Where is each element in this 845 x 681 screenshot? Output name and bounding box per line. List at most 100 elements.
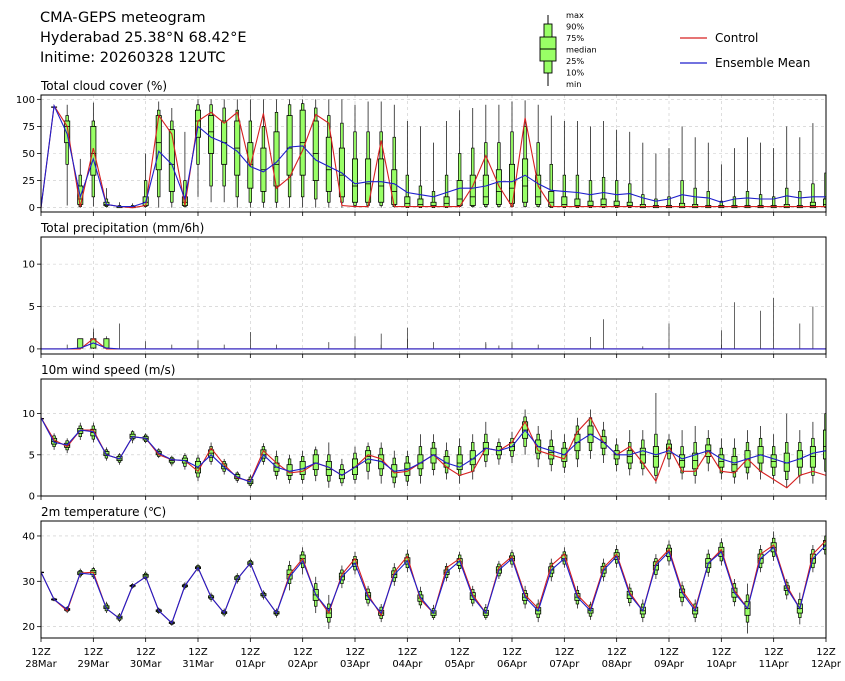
ensemble-mean-line	[41, 544, 826, 624]
legend-label-ensemble-mean: Ensemble Mean	[715, 56, 810, 70]
box-inner	[679, 454, 686, 468]
box-inner	[312, 120, 319, 181]
box-plot	[613, 129, 620, 209]
box-plot	[325, 99, 332, 208]
box-plot	[404, 121, 411, 209]
box-inner	[652, 446, 659, 468]
box-inner	[809, 446, 816, 468]
box-plot	[168, 108, 175, 208]
box-plot	[77, 422, 84, 440]
box-inner	[770, 454, 777, 468]
x-tick-hour-label: 12Z	[31, 647, 51, 658]
y-tick-label: 0	[29, 203, 35, 214]
box-plot	[325, 442, 332, 488]
box-inner	[783, 204, 790, 209]
box-inner	[430, 447, 437, 464]
y-tick-label: 10	[22, 409, 35, 420]
x-tick-hour-label: 12Z	[555, 647, 575, 658]
x-tick-date-label: 08Apr	[602, 659, 633, 670]
box-plot	[312, 99, 319, 208]
box-inner	[639, 204, 646, 209]
box-inner	[168, 129, 175, 192]
x-tick-hour-label: 12Z	[241, 647, 261, 658]
x-tick-hour-label: 12Z	[816, 647, 836, 658]
x-tick-date-label: 03Apr	[340, 659, 371, 670]
legend-label-control: Control	[715, 31, 758, 45]
legend-label-25pct: 25%	[566, 56, 584, 66]
box-plot	[731, 438, 738, 484]
x-tick-date-label: 06Apr	[497, 659, 528, 670]
x-tick-date-label: 09Apr	[654, 659, 685, 670]
y-tick-label: 0	[29, 492, 35, 503]
box-inner	[823, 198, 826, 207]
box-plot	[299, 450, 306, 484]
x-tick-date-label: 12Apr	[811, 659, 842, 670]
x-tick-date-label: 01Apr	[235, 659, 266, 670]
x-tick-date-label: 02Apr	[288, 659, 319, 670]
box-outer	[484, 142, 488, 207]
box-plot	[286, 454, 293, 484]
box-inner	[626, 201, 633, 207]
legend-label-90pct: 90%	[566, 22, 584, 32]
panel-3: 10m wind speed (m/s) 0 5 10	[22, 363, 827, 503]
box-inner	[561, 196, 568, 207]
x-tick-hour-label: 12Z	[659, 647, 679, 658]
data-layer	[41, 388, 826, 489]
legend-label-max: max	[566, 10, 584, 20]
legend-label-75pct: 75%	[566, 33, 584, 43]
box-plot	[809, 421, 816, 484]
box-outer	[418, 185, 423, 209]
box-inner	[469, 174, 476, 206]
box-outer	[536, 142, 540, 207]
ensemble-mean-line	[41, 103, 826, 208]
y-tick-label: 10	[22, 260, 35, 271]
box-plot	[417, 434, 424, 484]
meteogram-title: CMA-GEPS meteogram	[40, 10, 206, 26]
box-inner	[482, 174, 489, 205]
box-plot	[639, 430, 646, 476]
box-outer	[824, 172, 826, 209]
box-plot	[548, 115, 555, 209]
panel-1: Total cloud cover (%) 0 25 50 75 100	[16, 79, 827, 216]
box-inner	[600, 198, 607, 207]
box-inner	[64, 120, 71, 144]
box-inner	[522, 158, 529, 203]
box-plot	[744, 137, 751, 209]
ensemble-mean-line	[41, 342, 826, 350]
box-plot	[365, 442, 372, 480]
box-plot	[221, 99, 228, 203]
box-inner	[417, 198, 424, 207]
box-inner	[692, 204, 699, 209]
box-plot	[587, 126, 594, 209]
panel-title: Total precipitation (mm/6h)	[40, 221, 204, 235]
box-plot	[378, 101, 385, 208]
grid-lines	[40, 237, 827, 354]
initime-title: Initime: 20260328 12UTC	[40, 50, 226, 66]
box-plot	[823, 388, 826, 484]
box-inner	[469, 450, 476, 466]
box-plot	[744, 430, 751, 480]
box-plot	[783, 413, 790, 488]
x-tick-hour-label: 12Z	[398, 647, 418, 658]
box-plot	[234, 99, 241, 208]
box-plot	[208, 442, 215, 465]
box-inner	[809, 201, 816, 209]
legend-label-min: min	[566, 79, 581, 89]
box-inner	[679, 202, 686, 209]
box-inner	[456, 180, 463, 206]
box-plot	[757, 142, 764, 209]
x-tick-hour-label: 12Z	[607, 647, 627, 658]
box-inner	[325, 136, 332, 192]
x-tick-date-label: 10Apr	[706, 659, 737, 670]
box-plot	[770, 434, 777, 484]
box-plot	[194, 99, 201, 197]
box-plot	[482, 421, 489, 468]
box-outer	[444, 174, 449, 209]
box-inner	[731, 456, 738, 472]
data-layer	[41, 99, 826, 209]
box-inner	[548, 446, 555, 460]
box-plot	[338, 458, 345, 487]
box-plot	[443, 442, 450, 480]
